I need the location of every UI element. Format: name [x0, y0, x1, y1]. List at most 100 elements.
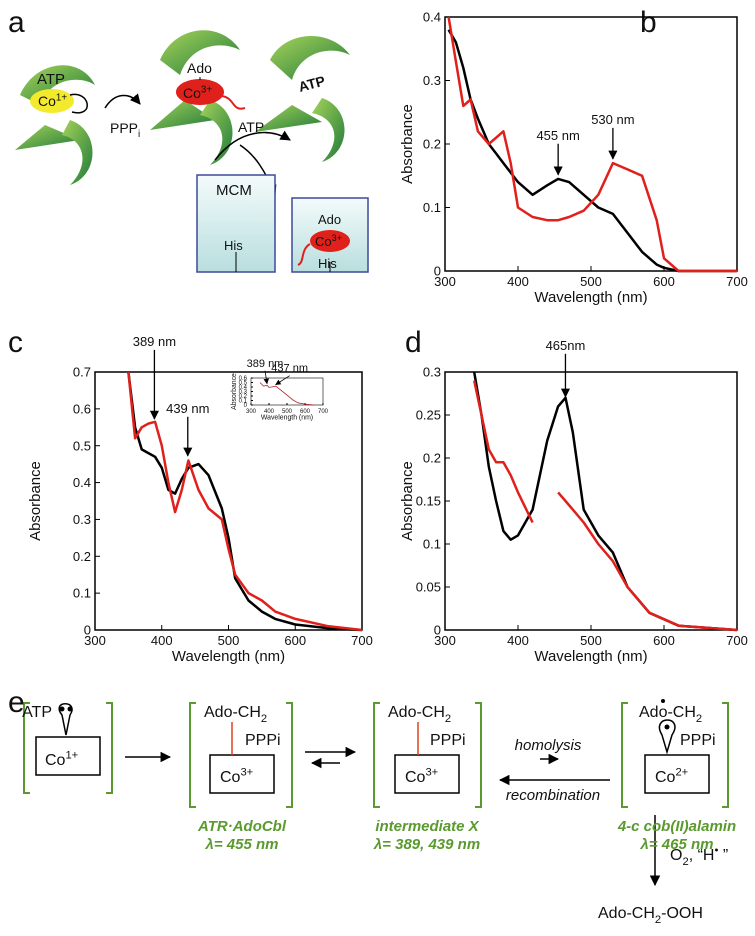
panel-label: d	[405, 326, 422, 359]
electron	[67, 706, 73, 712]
x-tick-label: 600	[653, 633, 675, 648]
label: PPPi	[430, 732, 466, 749]
annotation-label: 455 nm	[536, 128, 579, 143]
metal-label-part: 3+	[425, 767, 438, 779]
metal-label-part: 3+	[201, 84, 212, 95]
electron	[664, 724, 670, 730]
ligand-label-part: 2	[696, 713, 702, 725]
reagent-label-part: O	[670, 847, 682, 864]
cobalt-oval	[176, 79, 224, 105]
product-label-part: -OOH	[661, 905, 703, 922]
y-tick-label: 0.7	[73, 365, 91, 380]
y-axis-label: Absorbance	[231, 373, 238, 410]
y-tick-label: 0.05	[416, 580, 441, 595]
metal-label-part: Co	[183, 85, 201, 101]
x-tick-label: 300	[246, 409, 257, 415]
x-tick-label: 300	[434, 274, 456, 289]
arrow	[104, 93, 141, 109]
x-tick-label: 400	[507, 274, 529, 289]
y-tick-label: 0	[434, 623, 441, 638]
y-tick-label: 0.5	[73, 438, 91, 453]
metal-label: Co3+	[315, 233, 342, 249]
metal-label-part: 1+	[56, 92, 67, 103]
product-label: Ado-CH2-OOH	[598, 905, 703, 926]
label: His	[224, 238, 243, 253]
y-axis-label: Absorbance	[27, 461, 44, 541]
label: ATP	[297, 72, 327, 94]
panel-label: b	[640, 6, 657, 39]
x-tick-label: 700	[726, 633, 748, 648]
ligand-label-part: 2	[261, 713, 267, 725]
label: ATP	[22, 704, 52, 721]
x-axis-label: Wavelength (nm)	[534, 648, 647, 665]
spectrum-line	[447, 16, 737, 273]
product-label-part: 2	[655, 914, 661, 926]
mcm-box	[291, 197, 369, 273]
label: PPPi	[245, 732, 281, 749]
label-part: i	[138, 129, 140, 140]
spectrum-line	[127, 371, 363, 632]
y-tick-label: 0	[244, 403, 248, 409]
metal-label: Co3+	[183, 84, 212, 101]
metal-label-part: Co	[45, 752, 66, 769]
metal-label: Co1+	[45, 750, 78, 769]
spectrum-line	[447, 29, 737, 273]
y-tick-label: 0.1	[423, 537, 441, 552]
metal-label-part: Co	[655, 769, 676, 786]
label: His	[318, 256, 337, 271]
tail	[297, 243, 311, 266]
y-tick-label: 0	[84, 623, 91, 638]
y-tick-label: 0.25	[416, 408, 441, 423]
y-axis-label: Absorbance	[399, 461, 416, 541]
state-name: intermediate X	[375, 818, 479, 835]
annotation-label: 389 nm	[247, 358, 284, 370]
tail	[69, 93, 88, 114]
metal-label-part: 2+	[675, 767, 688, 779]
x-axis-label: Wavelength (nm)	[172, 648, 285, 665]
ligand-label-part: Ado-CH	[639, 704, 696, 721]
metal-label-part: 3+	[332, 233, 342, 243]
x-tick-label: 600	[300, 409, 311, 415]
ligand-label-part: Ado-CH	[388, 704, 445, 721]
x-tick-label: 500	[218, 633, 240, 648]
y-tick-label: 0.6	[239, 376, 248, 382]
spectrum-line	[472, 380, 738, 632]
y-tick-label: 0.15	[416, 494, 441, 509]
x-tick-label: 400	[151, 633, 173, 648]
y-tick-label: 0.3	[423, 365, 441, 380]
ligand-label: Ado-CH2	[204, 704, 267, 725]
x-tick-label: 700	[351, 633, 373, 648]
spectrum-line	[259, 382, 315, 406]
label: Ado	[318, 212, 341, 227]
reagent-label-part: ”	[718, 847, 728, 864]
annotation-label: 389 nm	[133, 334, 176, 349]
spectrum-line	[127, 371, 363, 632]
reagent-label: O2, “H• ”	[670, 845, 728, 868]
label: homolysis	[515, 737, 582, 754]
y-tick-label: 0	[434, 264, 441, 279]
y-tick-label: 0.5	[239, 381, 248, 387]
y-tick-label: 0.4	[423, 10, 441, 25]
y-tick-label: 0.3	[239, 390, 248, 396]
label: ATP	[37, 71, 65, 88]
x-tick-label: 500	[580, 274, 602, 289]
y-tick-label: 0.2	[423, 451, 441, 466]
y-tick-label: 0.1	[73, 586, 91, 601]
label: PPPi	[110, 120, 140, 140]
x-tick-label: 600	[284, 633, 306, 648]
ligand-label-part: Ado-CH	[204, 704, 261, 721]
metal-label: Co2+	[655, 767, 688, 786]
reagent-label-part: 2	[682, 856, 688, 868]
x-tick-label: 300	[84, 633, 106, 648]
annotation-arrow	[275, 375, 290, 385]
cobalt-oval	[30, 89, 74, 113]
x-tick-label: 400	[264, 409, 275, 415]
y-tick-label: 0.3	[73, 512, 91, 527]
spectrum-line	[472, 371, 738, 632]
y-tick-label: 0.3	[423, 73, 441, 88]
metal-label-part: 3+	[240, 767, 253, 779]
metal-label-part: Co	[220, 769, 241, 786]
panel-label: e	[8, 686, 25, 719]
y-tick-label: 0.4	[239, 385, 248, 391]
y-tick-label: 0.1	[239, 399, 248, 405]
